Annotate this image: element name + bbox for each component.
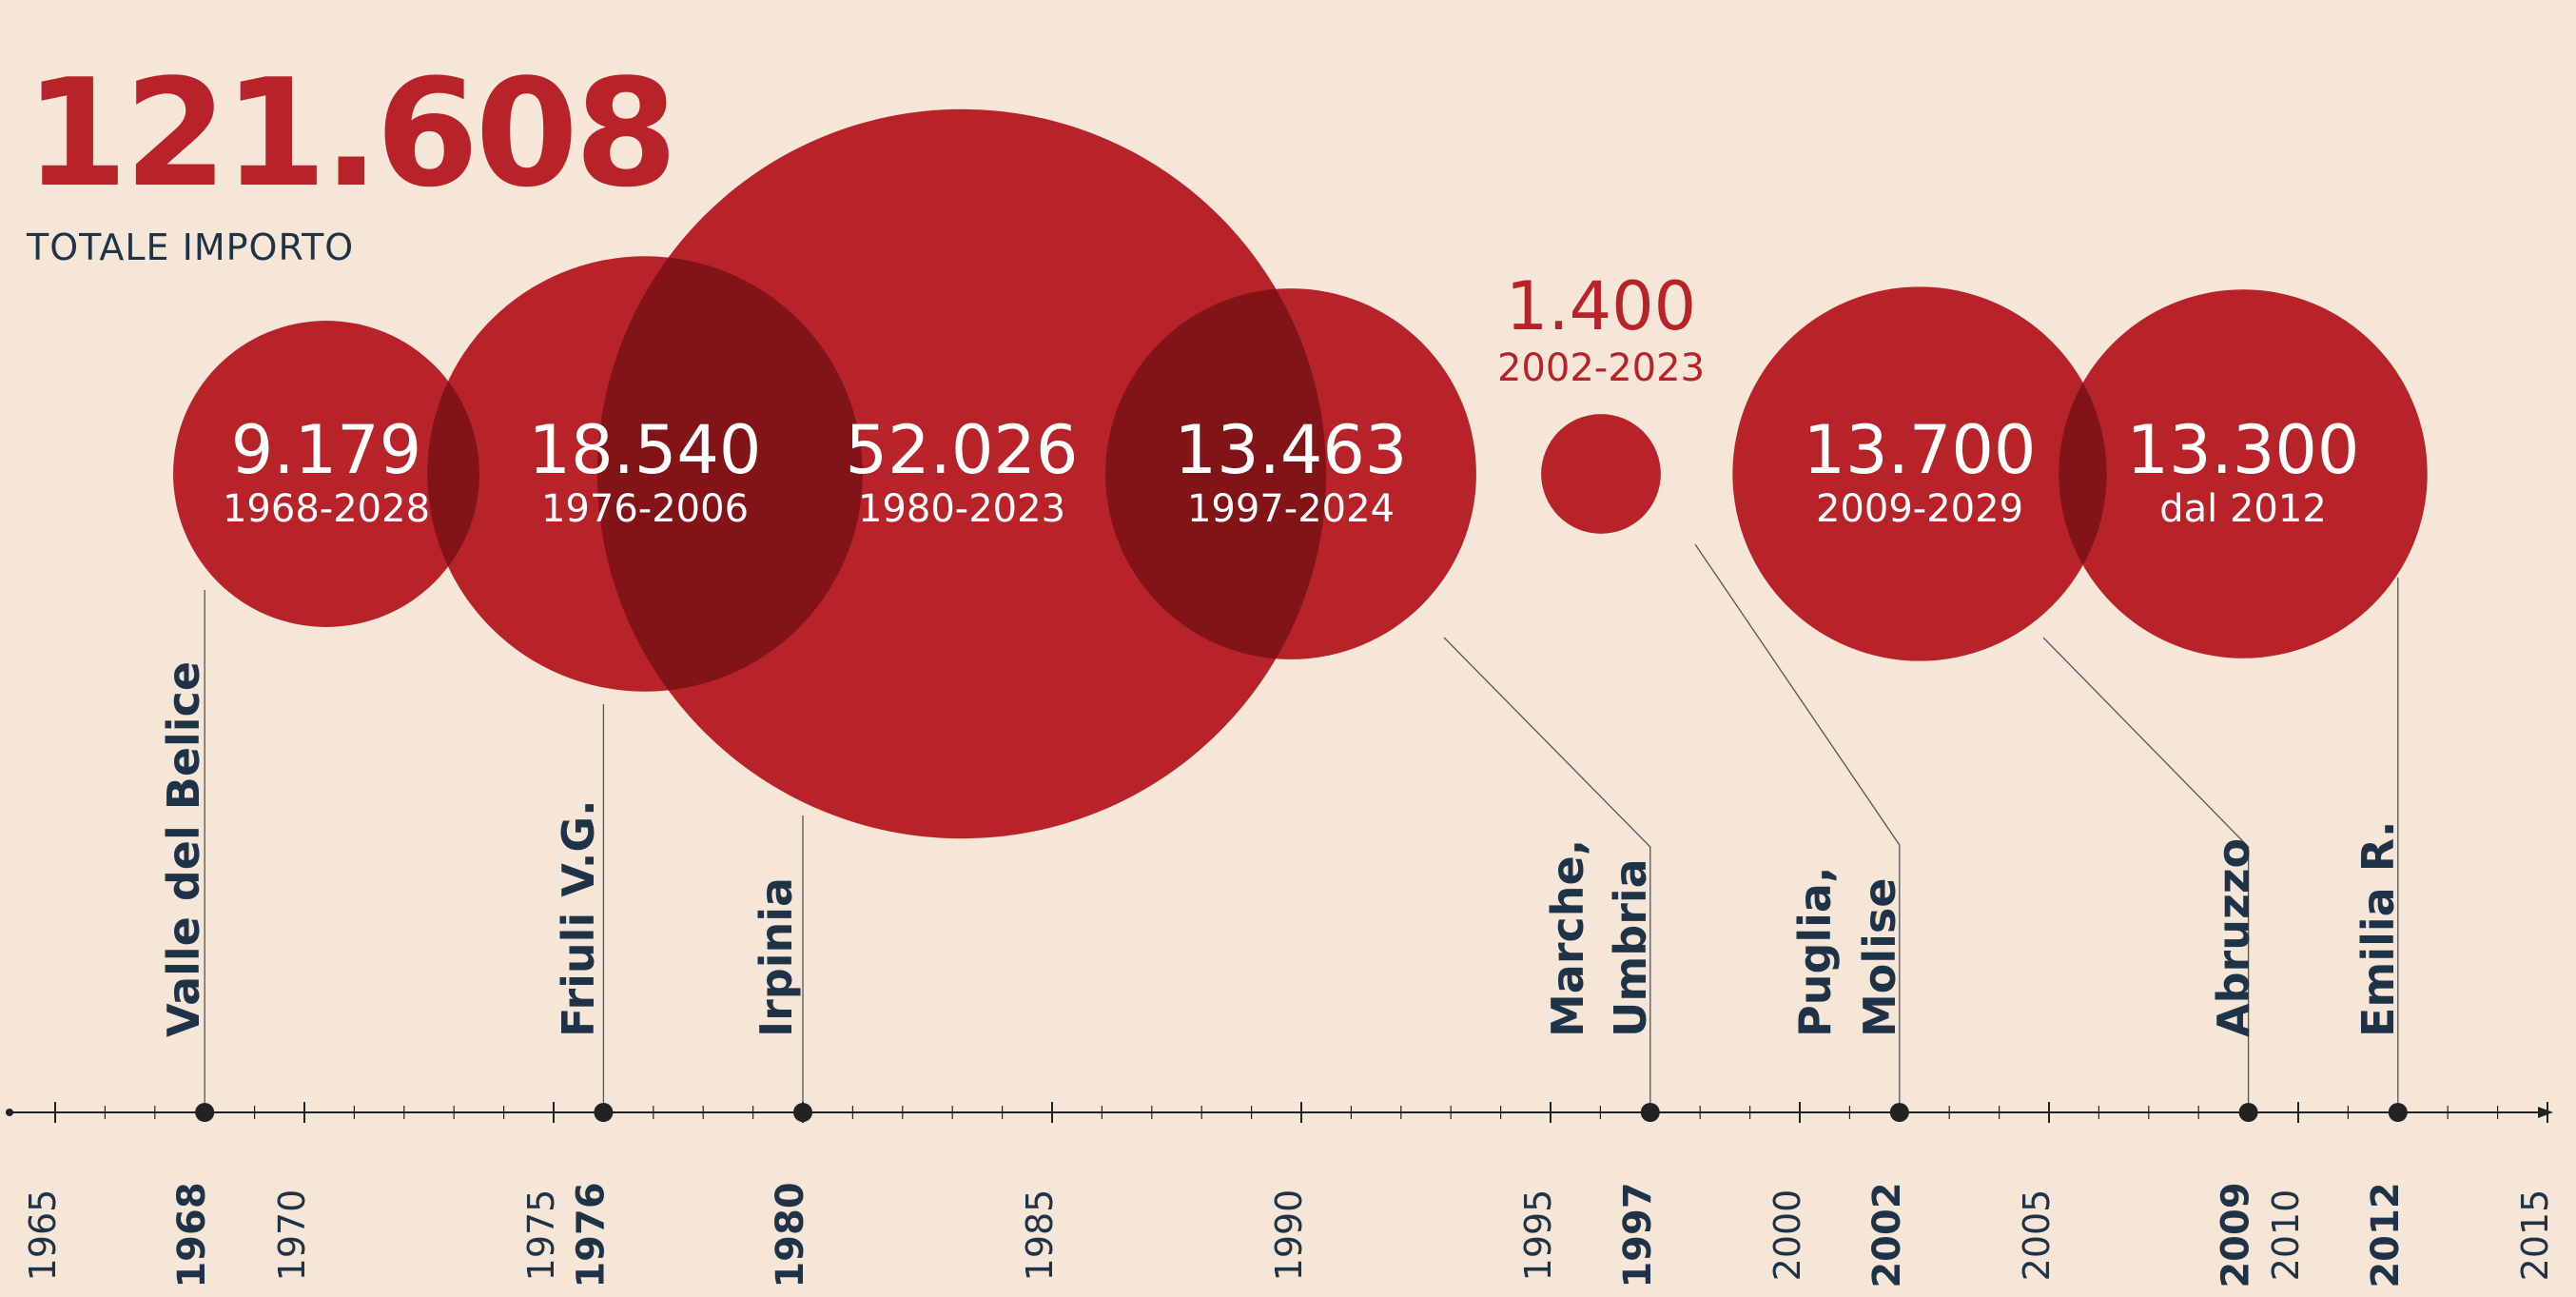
x-tick-label: 1970: [271, 1189, 313, 1282]
region-label: Umbria: [1605, 858, 1656, 1037]
event-year-label: 1980: [769, 1182, 812, 1287]
event-year-label: 1997: [1616, 1182, 1660, 1287]
x-tick-label: 2000: [1766, 1189, 1808, 1282]
bubble-value-label: 18.540: [529, 411, 762, 489]
year-marker-1997: [1640, 1103, 1660, 1122]
total-amount-label: TOTALE IMPORTO: [27, 226, 355, 268]
year-marker-2009: [2238, 1103, 2258, 1122]
bubble-period-label: 1968-2028: [223, 487, 430, 531]
bubble-2012: [2059, 289, 2428, 658]
bubble-1968: [173, 321, 479, 627]
bubble-period-label: 1997-2024: [1187, 487, 1395, 531]
bubble-2002: [1541, 414, 1661, 534]
year-marker-1968: [195, 1103, 215, 1122]
event-year-label: 2002: [1865, 1182, 1909, 1287]
x-tick-label: 2005: [2016, 1189, 2058, 1282]
bubble-value-label: 13.300: [2127, 411, 2360, 489]
region-label: Abruzzo: [2208, 838, 2259, 1037]
x-axis-arrow: [2538, 1107, 2553, 1118]
x-tick-label: 1990: [1268, 1189, 1310, 1282]
year-marker-1976: [594, 1103, 614, 1122]
bubble-value-label: 52.026: [846, 411, 1079, 489]
bubble-period-label: dal 2012: [2159, 487, 2327, 531]
bubble-value-label: 1.400: [1506, 267, 1696, 345]
event-year-label: 1968: [170, 1182, 214, 1287]
event-year-label: 1976: [569, 1182, 613, 1287]
region-label: Marche,: [1542, 839, 1593, 1037]
region-label: Emilia R.: [2352, 821, 2404, 1037]
year-marker-2012: [2388, 1103, 2408, 1122]
leader-line: [1443, 637, 1651, 1112]
total-amount-value: 121.608: [25, 47, 678, 220]
bubble-overlap-area: [1105, 288, 1327, 659]
region-label: Friuli V.G.: [553, 799, 604, 1037]
bubble-value-label: 13.463: [1175, 411, 1408, 489]
leader-line: [2042, 637, 2250, 1112]
bubble-period-label: 1980-2023: [858, 487, 1065, 531]
region-label: Puglia,: [1789, 867, 1841, 1037]
bubble-value-label: 13.700: [1804, 411, 2037, 489]
x-tick-label: 1965: [22, 1189, 64, 1282]
x-tick-label: 1985: [1019, 1189, 1061, 1282]
bubble-1980: [596, 108, 1327, 839]
region-label: Molise: [1854, 878, 1905, 1038]
x-axis-origin: [6, 1109, 13, 1116]
leader-line: [1694, 543, 1901, 1112]
region-label: Valle del Belice: [158, 661, 209, 1037]
bubble-overlap: [1105, 288, 1327, 659]
x-tick-label: 2015: [2514, 1189, 2556, 1282]
x-tick-label: 1975: [520, 1189, 562, 1282]
bubble-value-label: 9.179: [231, 411, 421, 489]
x-tick-label: 2010: [2265, 1189, 2307, 1282]
x-tick-label: 1995: [1517, 1189, 1559, 1282]
region-label: Irpinia: [751, 877, 802, 1037]
year-marker-1980: [793, 1103, 812, 1122]
bubble-period-label: 2002-2023: [1497, 346, 1705, 390]
bubble-period-label: 2009-2029: [1816, 487, 2023, 531]
event-year-label: 2009: [2215, 1182, 2258, 1287]
bubble-2009: [1732, 286, 2107, 661]
year-marker-2002: [1889, 1103, 1909, 1122]
bubble-period-label: 1976-2006: [541, 487, 749, 531]
event-year-label: 2012: [2364, 1182, 2408, 1287]
